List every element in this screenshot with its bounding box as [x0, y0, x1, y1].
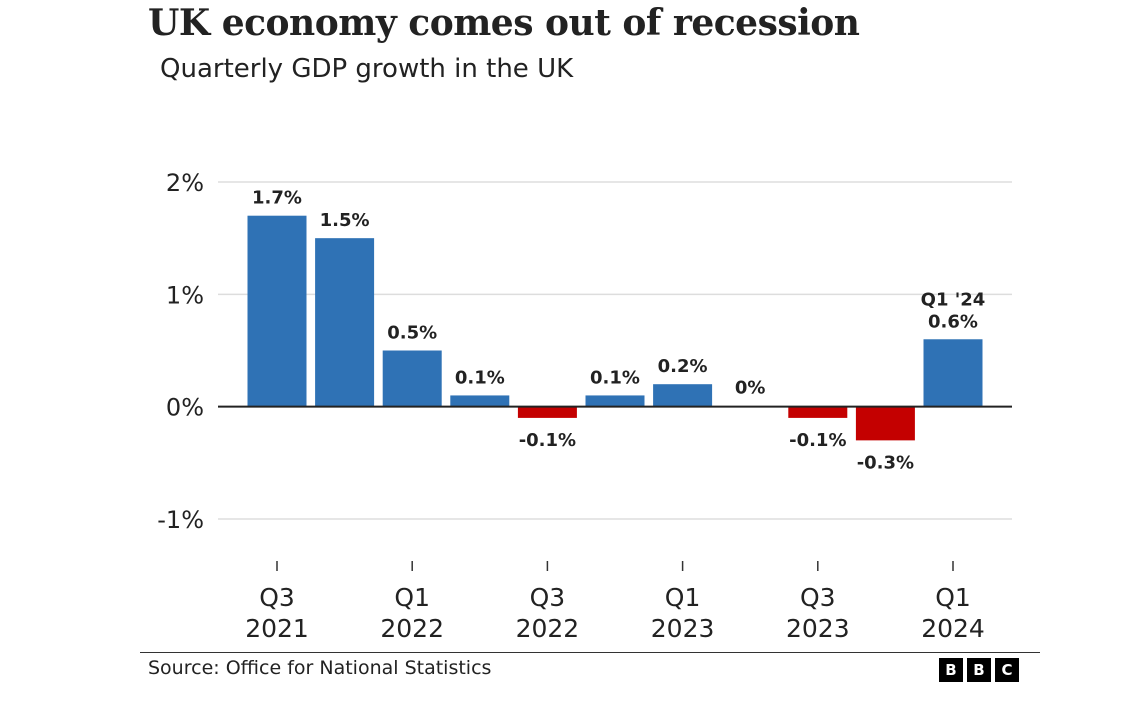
chart-subtitle: Quarterly GDP growth in the UK	[160, 54, 574, 84]
y-axis-ticks: 2% 1% 0% -1%	[157, 169, 204, 534]
data-label: 0.5%	[387, 323, 437, 344]
data-label: -0.3%	[857, 452, 914, 473]
x-tick-label: 2022	[516, 614, 580, 643]
x-tick-label: 2021	[245, 614, 309, 643]
x-tick-label: Q3	[800, 583, 836, 612]
highlight-label: Q1 '24	[921, 289, 986, 310]
data-label: 1.5%	[320, 210, 370, 231]
data-labels: 1.7% 1.5% 0.5% 0.1% -0.1% 0.1% 0.2% 0% -0.1% -0.3…	[252, 188, 985, 474]
y-tick-label: -1%	[157, 506, 204, 534]
logo-letter: C	[995, 658, 1019, 682]
bar	[247, 215, 307, 407]
chart-title: UK economy comes out of recession	[148, 2, 860, 44]
data-label: 0.1%	[455, 367, 505, 388]
data-label: 0.1%	[590, 367, 640, 388]
bar	[382, 350, 442, 407]
x-tick-label: Q3	[259, 583, 295, 612]
y-tick-label: 0%	[166, 394, 204, 422]
bar	[315, 238, 375, 407]
x-tick-label: 2024	[921, 614, 985, 643]
data-label: 1.7%	[252, 188, 302, 209]
bar	[585, 395, 645, 407]
x-tick-label: 2022	[380, 614, 444, 643]
source-note: Source: Office for National Statistics	[148, 657, 492, 679]
bar	[450, 395, 510, 407]
data-label: 0.2%	[658, 356, 708, 377]
data-label: 0%	[735, 378, 766, 399]
logo-letter: B	[939, 658, 963, 682]
data-label: -0.1%	[519, 430, 576, 451]
x-tick-label: 2023	[786, 614, 850, 643]
bbc-logo: B B C	[939, 658, 1019, 682]
data-label: 0.6%	[928, 311, 978, 332]
y-tick-label: 2%	[166, 169, 204, 197]
bars	[247, 215, 983, 441]
bar	[517, 406, 577, 418]
x-tick-label: 2023	[651, 614, 715, 643]
x-tick-label: Q1	[935, 583, 971, 612]
footer-divider	[140, 652, 1040, 653]
gdp-bar-chart: 2% 1% 0% -1% 1.7% 1.5% 0.5% 0.1% -0.1% 0.1% 0.2% 0…	[157, 169, 1012, 643]
data-label: -0.1%	[789, 430, 846, 451]
bar	[923, 339, 983, 407]
x-tick-label: Q1	[394, 583, 430, 612]
x-tick-label: Q1	[665, 583, 701, 612]
bar	[855, 406, 915, 441]
x-tick-label: Q3	[530, 583, 566, 612]
bar	[653, 384, 713, 407]
logo-letter: B	[967, 658, 991, 682]
y-tick-label: 1%	[166, 281, 204, 309]
bar	[788, 406, 848, 418]
